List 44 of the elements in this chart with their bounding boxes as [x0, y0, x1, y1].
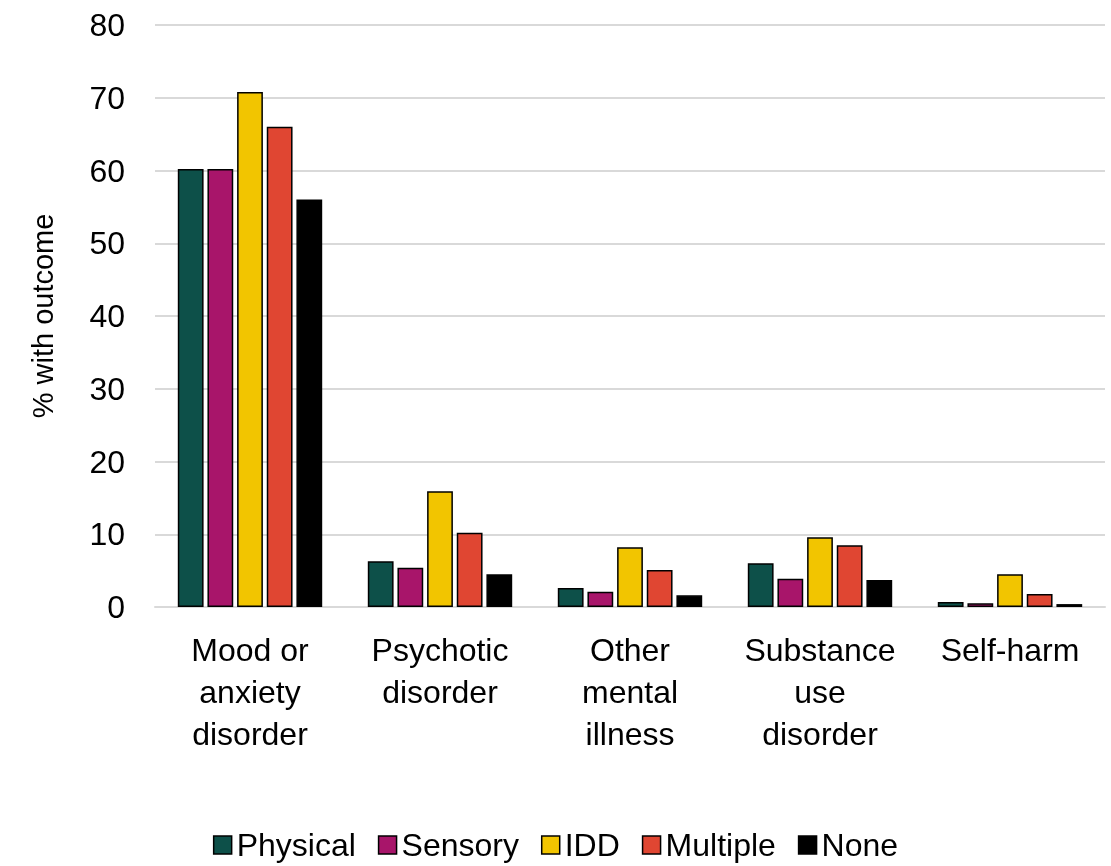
x-tick-label: Psychotic disorder	[371, 632, 509, 710]
legend-label: Physical	[236, 827, 356, 863]
bar	[997, 574, 1023, 607]
legend-label: None	[821, 827, 899, 863]
bar	[296, 199, 323, 607]
bar	[237, 91, 263, 607]
y-tick-label: 80	[89, 7, 125, 43]
bar	[866, 580, 893, 607]
legend-label: Multiple	[665, 827, 776, 863]
legend-label: IDD	[564, 827, 620, 863]
y-tick-label: 70	[89, 79, 125, 116]
bar	[557, 588, 584, 607]
bar	[676, 595, 703, 607]
bar	[177, 169, 204, 607]
bar	[207, 169, 234, 607]
bar	[397, 567, 424, 607]
bar	[456, 532, 483, 607]
bar	[587, 591, 614, 607]
bar	[266, 126, 293, 607]
bar	[646, 569, 673, 607]
bar	[367, 561, 394, 607]
y-tick-label: 30	[89, 370, 125, 407]
legend-label: Sensory	[401, 827, 519, 863]
y-tick-label: 50	[89, 225, 125, 262]
y-tick-label: 20	[89, 443, 125, 480]
x-tick-label: Other mental illness	[581, 632, 679, 752]
bar	[427, 491, 453, 607]
bar	[1026, 593, 1053, 607]
x-tick-label: Mood or anxiety disorder	[191, 632, 310, 752]
y-tick-label: 10	[89, 516, 125, 553]
bar	[747, 563, 774, 607]
bar	[777, 578, 804, 607]
y-tick-label: 0	[107, 589, 125, 625]
bar	[807, 537, 833, 607]
bar	[937, 601, 964, 607]
x-tick-label: Substance use disorder	[744, 632, 896, 752]
bar	[486, 574, 513, 607]
bar	[967, 603, 994, 607]
y-tick-label: 40	[89, 298, 125, 334]
y-tick-label: 60	[89, 152, 125, 189]
bar	[836, 545, 863, 607]
y-axis-title: % with outcome	[26, 213, 59, 419]
x-tick-label: Self-harm	[940, 632, 1080, 668]
bar	[617, 547, 643, 607]
